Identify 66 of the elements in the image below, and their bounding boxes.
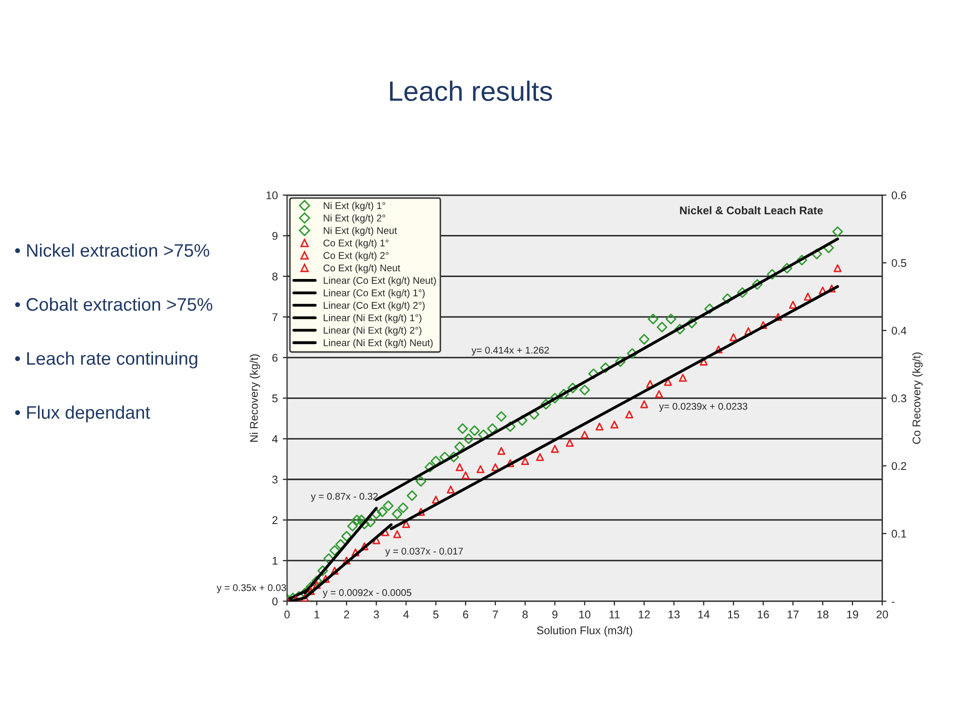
legend-label: Linear (Co Ext (kg/t) 1°) bbox=[324, 289, 425, 298]
y-tick-label: 4 bbox=[272, 435, 278, 443]
legend-label: Co Ext (kg/t) Neut bbox=[324, 264, 400, 274]
text: • Nickel extraction >75% bbox=[15, 244, 210, 257]
text: y = 0.35x + 0.03 bbox=[216, 584, 286, 594]
legend-label: Linear (Ni Ext (kg/t) Neut) bbox=[324, 339, 433, 348]
y2-tick-label: 0.6 bbox=[892, 191, 906, 200]
x-tick-label: 17 bbox=[788, 610, 799, 618]
y-tick-label: 3 bbox=[272, 476, 278, 484]
y2-tick-label: - bbox=[892, 602, 894, 603]
y-tick-label: 5 bbox=[272, 394, 278, 402]
text: • Flux dependant bbox=[15, 406, 150, 422]
x-tick-label: 1 bbox=[314, 610, 320, 618]
y2-tick-label: 0.5 bbox=[892, 259, 906, 267]
y-tick-label: 0 bbox=[272, 597, 278, 606]
annotation: y = 0.037x - 0.017 bbox=[385, 548, 463, 557]
y2-tick-label: 0.4 bbox=[892, 326, 906, 335]
x-tick-label: 6 bbox=[463, 610, 468, 618]
legend-label: Co Ext (kg/t) 2° bbox=[324, 252, 388, 261]
y-tick-label: 2 bbox=[272, 516, 278, 524]
x-tick-label: 12 bbox=[638, 610, 650, 618]
legend-label: Ni Ext (kg/t) Neut bbox=[324, 226, 397, 236]
x-tick-label: 15 bbox=[728, 610, 740, 618]
y2-tick-label: 0.1 bbox=[892, 530, 906, 538]
x-tick-label: 2 bbox=[344, 610, 350, 618]
x-tick-label: 9 bbox=[552, 610, 558, 618]
legend-label: Linear (Co Ext (kg/t) Neut) bbox=[324, 276, 436, 286]
x-tick-label: 13 bbox=[668, 610, 680, 618]
legend-label: Linear (Ni Ext (kg/t) 1°) bbox=[324, 314, 422, 324]
x-tick-label: 10 bbox=[579, 610, 590, 618]
x-tick-label: 8 bbox=[522, 610, 528, 618]
x-tick-label: 4 bbox=[403, 610, 409, 618]
y-tick-label: 1 bbox=[272, 556, 278, 565]
x-tick-label: 20 bbox=[876, 610, 888, 618]
x-tick-label: 7 bbox=[492, 610, 498, 618]
text: Nickel & Cobalt Leach Rate bbox=[680, 206, 823, 214]
y2-axis-title: Co Recovery (kg/t) bbox=[912, 352, 923, 444]
y-tick-label: 10 bbox=[266, 191, 278, 200]
y-tick-label: 7 bbox=[272, 313, 278, 321]
annotation: y= 0.0239x + 0.0233 bbox=[659, 402, 748, 412]
x-tick-label: 3 bbox=[374, 610, 379, 618]
annotation: y= 0.414x + 1.262 bbox=[472, 346, 549, 356]
y-tick-label: 9 bbox=[272, 232, 278, 240]
x-axis-title: Solution Flux (m3/t) bbox=[536, 626, 632, 636]
x-tick-label: 0 bbox=[284, 610, 290, 618]
x-tick-label: 14 bbox=[698, 610, 710, 618]
x-tick-label: 5 bbox=[433, 610, 438, 618]
legend-label: Linear (Co Ext (kg/t) 2°) bbox=[324, 302, 425, 311]
legend-label: Ni Ext (kg/t) 2° bbox=[324, 214, 386, 224]
legend-label: Co Ext (kg/t) 1° bbox=[324, 239, 388, 248]
y2-tick-label: 0.2 bbox=[892, 462, 906, 470]
legend-label: Linear (Ni Ext (kg/t) 2°) bbox=[324, 326, 422, 336]
x-tick-label: 19 bbox=[847, 610, 858, 618]
x-tick-label: 16 bbox=[758, 610, 769, 618]
text: • Cobalt extraction >75% bbox=[15, 298, 212, 311]
y-axis-title: Ni Recovery (kg/t) bbox=[250, 354, 260, 442]
x-tick-label: 11 bbox=[609, 610, 620, 618]
x-tick-label: 18 bbox=[817, 610, 828, 618]
annotation: y = 0.87x - 0.32 bbox=[310, 492, 378, 502]
annotation: y = 0.0092x - 0.0005 bbox=[322, 589, 412, 598]
text: • Leach rate continuing bbox=[15, 352, 198, 368]
chart-title: Leach results bbox=[390, 80, 552, 102]
legend-label: Ni Ext (kg/t) 1° bbox=[324, 202, 386, 211]
y-tick-label: 8 bbox=[272, 272, 278, 280]
y2-tick-label: 0.3 bbox=[892, 394, 906, 402]
y-tick-label: 6 bbox=[272, 354, 278, 362]
